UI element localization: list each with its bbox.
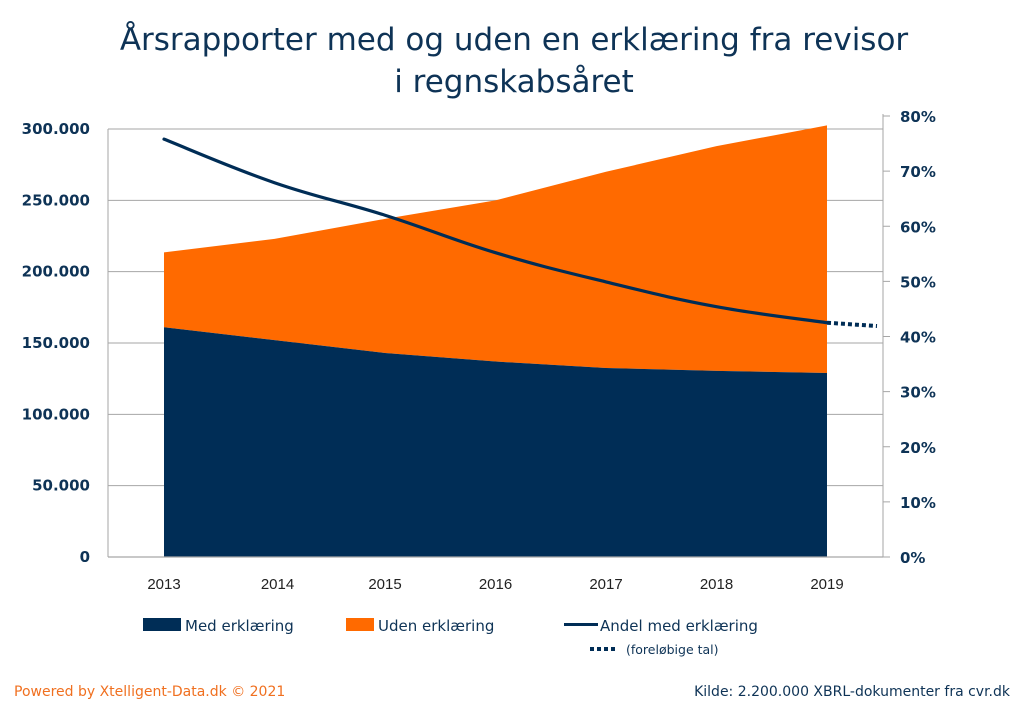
right-tick-label-7: 70% — [900, 163, 936, 181]
left-axis-ticks: 0 50.000 100.000 150.000 200.000 250.000 300.0… — [22, 120, 90, 566]
x-tick-label-2019: 2019 — [810, 576, 843, 593]
legend-label-med: Med erklæring — [185, 617, 294, 635]
axes — [107, 114, 884, 558]
right-tick-label-6: 60% — [900, 218, 936, 236]
legend-label-andel: Andel med erklæring — [600, 617, 758, 635]
right-tick-label-8: 80% — [900, 108, 936, 126]
area-uden-erklaering — [164, 125, 827, 373]
chart-title: Årsrapporter med og uden en erklæring fr… — [120, 22, 909, 100]
legend-swatch-uden — [346, 618, 374, 631]
legend-swatch-med — [143, 618, 181, 631]
x-tick-label-2014: 2014 — [261, 576, 294, 593]
right-tick-label-4: 40% — [900, 329, 936, 347]
x-axis-ticks: 2013 2014 2015 2016 2017 2018 2019 — [147, 576, 843, 593]
left-tick-label-4: 200.000 — [22, 263, 90, 281]
right-tick-label-3: 30% — [900, 384, 936, 402]
legend-label-foreloebige: (foreløbige tal) — [626, 642, 719, 657]
left-tick-label-1: 50.000 — [32, 477, 90, 495]
right-tick-label-0: 0% — [900, 549, 925, 567]
line-series — [162, 137, 878, 329]
source-note: Kilde: 2.200.000 XBRL-dokumenter fra cvr… — [694, 684, 1011, 700]
right-tick-label-5: 50% — [900, 273, 936, 291]
legend: Med erklæring Uden erklæring Andel med e… — [143, 617, 758, 657]
x-tick-label-2016: 2016 — [479, 576, 512, 593]
x-tick-label-2018: 2018 — [700, 576, 733, 593]
title-line-2: i regnskabsåret — [394, 64, 634, 100]
title-line-1: Årsrapporter med og uden en erklæring fr… — [120, 22, 909, 58]
legend-item-andel: Andel med erklæring — [564, 617, 758, 635]
area-series — [164, 125, 827, 557]
legend-label-uden: Uden erklæring — [378, 617, 494, 635]
x-tick-label-2017: 2017 — [589, 576, 622, 593]
left-tick-label-0: 0 — [80, 548, 90, 566]
x-tick-label-2013: 2013 — [147, 576, 180, 593]
line-preliminary-dotted — [826, 320, 878, 329]
left-tick-label-3: 150.000 — [22, 334, 90, 352]
powered-by-credit: Powered by Xtelligent-Data.dk © 2021 — [14, 684, 285, 700]
right-axis-ticks: 0% 10% 20% 30% 40% 50% 60% 70% 80% — [883, 108, 936, 567]
right-tick-label-1: 10% — [900, 494, 936, 512]
legend-item-uden-erklaering: Uden erklæring — [346, 617, 494, 635]
left-tick-label-6: 300.000 — [22, 120, 90, 138]
legend-item-med-erklaering: Med erklæring — [143, 617, 294, 635]
left-tick-label-2: 100.000 — [22, 405, 90, 423]
x-tick-label-2015: 2015 — [368, 576, 401, 593]
legend-item-foreloebige: (foreløbige tal) — [590, 642, 719, 657]
left-tick-label-5: 250.000 — [22, 191, 90, 209]
right-tick-label-2: 20% — [900, 439, 936, 457]
area-med-erklaering — [164, 327, 827, 557]
